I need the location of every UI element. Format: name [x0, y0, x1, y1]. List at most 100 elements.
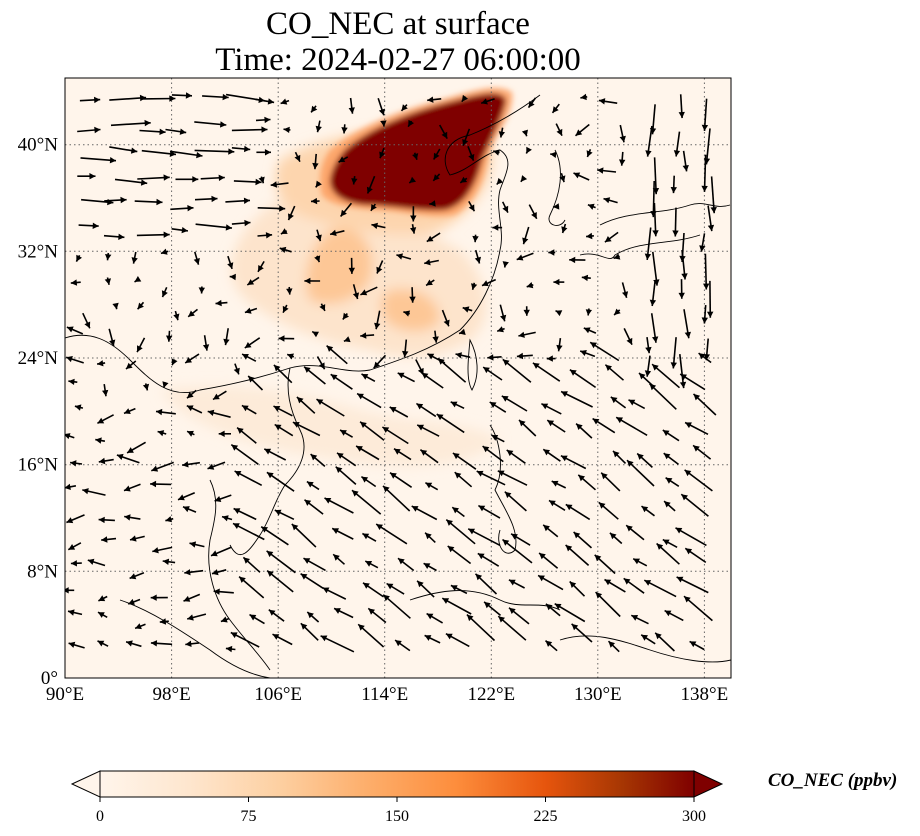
wind-arrow-head [365, 561, 373, 567]
wind-arrow-head [633, 558, 640, 565]
wind-arrow-head [631, 615, 639, 621]
wind-arrow-head [333, 554, 340, 561]
wind-arrow-head [343, 336, 351, 343]
wind-arrow-head [368, 608, 375, 615]
wind-arrow-head [291, 524, 299, 531]
wind-arrow-head [386, 583, 394, 590]
wind-arrow-head [481, 98, 488, 105]
wind-arrow-head [452, 453, 460, 460]
wind-arrow-head [424, 635, 432, 641]
wind-arrow-head [383, 485, 390, 493]
wind-arrow-head [233, 523, 240, 529]
wind-arrow-head [409, 176, 416, 183]
wind-arrow-head [575, 129, 583, 136]
wind-arrow-head [502, 205, 509, 213]
wind-arrow-head [212, 569, 219, 576]
wind-arrow-head [185, 357, 192, 363]
wind-arrow-head [664, 501, 671, 508]
wind-arrow-head [65, 483, 71, 490]
wind-arrow-head [645, 150, 652, 157]
wind-arrow-head [374, 322, 381, 330]
wind-arrow-head [516, 254, 524, 261]
wind-arrow-head [548, 249, 555, 256]
wind-arrow-head [560, 455, 568, 462]
colorbar: 0 75 150 225 300 [70, 770, 724, 825]
wind-arrow-head [211, 550, 218, 557]
wind-arrow-head [586, 150, 593, 157]
wind-arrow-head [335, 466, 343, 473]
wind-arrow-head [173, 313, 180, 321]
colorbar-tick-label: 300 [682, 808, 706, 825]
wind-arrow-head [438, 358, 445, 365]
wind-arrow-head [92, 222, 99, 229]
wind-arrow-head [442, 598, 450, 604]
wind-arrow-head [68, 378, 75, 385]
wind-arrow-head [124, 485, 131, 492]
wind-arrow-head [550, 151, 557, 158]
wind-arrow-head [538, 575, 545, 582]
wind-arrow-head [97, 360, 104, 367]
wind-arrow-head [662, 430, 670, 437]
wind-arrow-head [583, 327, 591, 334]
wind-arrow-head [144, 119, 151, 127]
wind-arrow-head [128, 598, 135, 605]
wind-arrow-head [626, 525, 633, 532]
wind-arrow-head [681, 273, 688, 280]
wind-arrow-head [426, 235, 434, 242]
wind-arrow-head [311, 105, 318, 113]
wind-arrow-head [151, 465, 159, 472]
wind-arrow-head [288, 213, 294, 221]
wind-arrow-head [87, 558, 95, 565]
wind-arrow-head [569, 369, 577, 376]
wind-arrow [382, 594, 411, 619]
wind-arrow-head [412, 153, 419, 160]
wind-arrow [703, 154, 707, 192]
wind-arrow-head [304, 277, 311, 285]
wind-arrow-head [363, 582, 370, 589]
wind-arrow-head [673, 150, 681, 157]
wind-arrow-head [230, 632, 238, 639]
wind-arrow-head [554, 603, 562, 610]
wind-arrow-head [65, 587, 69, 594]
wind-arrow-head [89, 173, 96, 180]
wind-arrow-head [351, 178, 358, 185]
wind-arrow-head [609, 532, 617, 540]
wind-arrow-head [509, 607, 516, 614]
wind-arrow-head [685, 422, 692, 429]
wind-arrow-head [241, 405, 249, 412]
wind-arrow-head [74, 404, 82, 411]
wind-arrow-head [348, 267, 355, 274]
wind-arrow-head [156, 408, 163, 416]
wind-arrow-head [312, 162, 319, 170]
wind-arrow-head [551, 480, 559, 487]
wind-arrow-head [502, 261, 509, 268]
wind-arrow-head [468, 154, 475, 161]
wind-arrow-head [546, 355, 553, 362]
lon-tick-label: 106°E [254, 684, 302, 705]
wind-arrow-head [243, 557, 250, 564]
wind-arrow-head [498, 131, 505, 138]
wind-arrow-head [314, 255, 321, 263]
wind-arrow [653, 157, 657, 195]
wind-arrow-head [315, 234, 322, 242]
wind-arrow-head [376, 266, 383, 274]
wind-arrow-head [274, 424, 282, 431]
wind-arrow-head [613, 253, 621, 260]
wind-arrow-head [187, 205, 194, 212]
wind-arrow-head [233, 508, 241, 514]
wind-arrow-head [409, 296, 416, 303]
wind-arrow [195, 223, 233, 229]
wind-arrow-head [244, 307, 252, 314]
wind-arrow [683, 595, 713, 622]
wind-arrow-head [118, 233, 125, 240]
wind-arrow-head [478, 505, 486, 512]
wind-arrow-head [178, 494, 185, 501]
wind-arrow-head [450, 585, 458, 591]
wind-arrow-head [506, 450, 514, 457]
wind-arrow-head [545, 640, 553, 647]
wind-arrow-head [248, 376, 255, 383]
colorbar-tick-label: 75 [241, 808, 257, 825]
lat-tick-label: 40°N [18, 135, 59, 156]
wind-arrow-head [670, 187, 677, 194]
wind-arrow-head [294, 154, 301, 162]
